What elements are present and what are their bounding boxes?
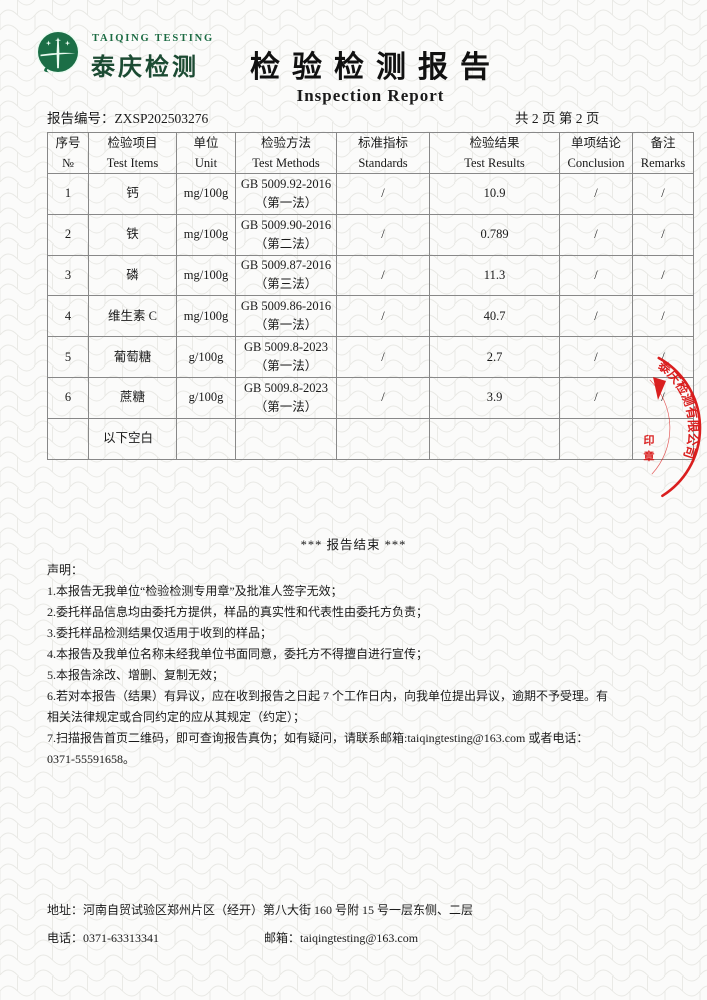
svg-text:泰庆检测有限公司: 泰庆检测有限公司 (654, 357, 701, 460)
svg-text:印: 印 (644, 434, 655, 447)
svg-text:章: 章 (644, 449, 655, 463)
